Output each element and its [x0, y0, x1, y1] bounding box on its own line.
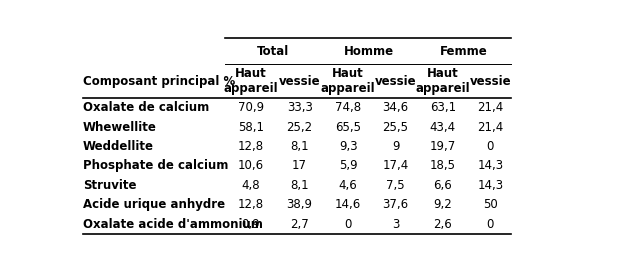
Text: Struvite: Struvite	[83, 179, 136, 192]
Text: Total: Total	[257, 45, 289, 58]
Text: 2,6: 2,6	[433, 218, 452, 231]
Text: 17,4: 17,4	[383, 160, 409, 173]
Text: Oxalate de calcium: Oxalate de calcium	[83, 101, 209, 114]
Text: Haut
appareil: Haut appareil	[321, 67, 376, 95]
Text: 17: 17	[292, 160, 307, 173]
Text: 10,6: 10,6	[238, 160, 264, 173]
Text: 9: 9	[392, 140, 399, 153]
Text: Homme: Homme	[345, 45, 394, 58]
Text: 8,1: 8,1	[291, 140, 309, 153]
Text: 2,7: 2,7	[290, 218, 309, 231]
Text: 0: 0	[487, 218, 494, 231]
Text: vessie: vessie	[375, 75, 417, 88]
Text: Composant principal %: Composant principal %	[83, 75, 235, 88]
Text: 50: 50	[483, 198, 498, 211]
Text: 58,1: 58,1	[238, 121, 264, 134]
Text: 14,3: 14,3	[477, 179, 503, 192]
Text: Acide urique anhydre: Acide urique anhydre	[83, 198, 225, 211]
Text: 74,8: 74,8	[335, 101, 361, 114]
Text: 37,6: 37,6	[383, 198, 409, 211]
Text: 12,8: 12,8	[238, 198, 264, 211]
Text: Haut
appareil: Haut appareil	[224, 67, 278, 95]
Text: 34,6: 34,6	[383, 101, 409, 114]
Text: Haut
appareil: Haut appareil	[415, 67, 470, 95]
Text: 0: 0	[345, 218, 352, 231]
Text: 14,6: 14,6	[335, 198, 361, 211]
Text: 25,5: 25,5	[383, 121, 408, 134]
Text: 0: 0	[487, 140, 494, 153]
Text: 7,5: 7,5	[386, 179, 405, 192]
Text: Femme: Femme	[440, 45, 488, 58]
Text: vessie: vessie	[279, 75, 320, 88]
Text: 12,8: 12,8	[238, 140, 264, 153]
Text: Whewellite: Whewellite	[83, 121, 157, 134]
Text: 65,5: 65,5	[335, 121, 361, 134]
Text: 25,2: 25,2	[287, 121, 312, 134]
Text: 18,5: 18,5	[430, 160, 456, 173]
Text: 4,6: 4,6	[339, 179, 358, 192]
Text: 70,9: 70,9	[238, 101, 264, 114]
Text: 0,9: 0,9	[242, 218, 260, 231]
Text: Phosphate de calcium: Phosphate de calcium	[83, 160, 228, 173]
Text: 6,6: 6,6	[433, 179, 452, 192]
Text: 9,2: 9,2	[433, 198, 452, 211]
Text: 9,3: 9,3	[339, 140, 358, 153]
Text: 43,4: 43,4	[430, 121, 456, 134]
Text: Oxalate acide d'ammonium: Oxalate acide d'ammonium	[83, 218, 263, 231]
Text: Weddellite: Weddellite	[83, 140, 154, 153]
Text: 4,8: 4,8	[242, 179, 260, 192]
Text: 8,1: 8,1	[291, 179, 309, 192]
Text: 19,7: 19,7	[430, 140, 456, 153]
Text: 14,3: 14,3	[477, 160, 503, 173]
Text: 21,4: 21,4	[477, 121, 503, 134]
Text: 5,9: 5,9	[339, 160, 358, 173]
Text: 38,9: 38,9	[287, 198, 312, 211]
Text: 63,1: 63,1	[430, 101, 456, 114]
Text: vessie: vessie	[469, 75, 511, 88]
Text: 21,4: 21,4	[477, 101, 503, 114]
Text: 33,3: 33,3	[287, 101, 312, 114]
Text: 3: 3	[392, 218, 399, 231]
